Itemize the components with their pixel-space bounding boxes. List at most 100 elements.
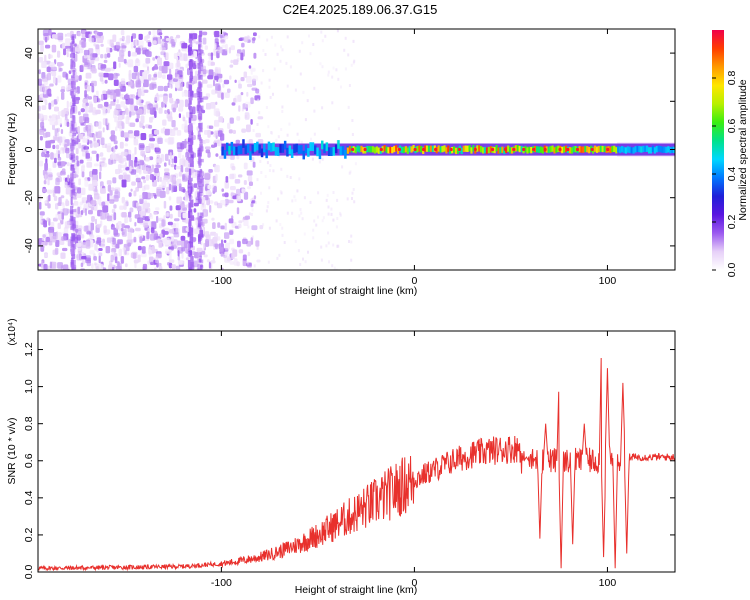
noise-blob xyxy=(213,186,217,193)
noise-blob xyxy=(115,126,118,132)
noise-blob xyxy=(213,79,216,87)
carrier-segment xyxy=(295,143,298,153)
noise-blob xyxy=(48,226,55,233)
noise-blob xyxy=(75,155,79,161)
noise-blob xyxy=(166,186,170,195)
carrier-segment xyxy=(265,149,268,159)
noise-blob xyxy=(122,36,126,40)
noise-blob xyxy=(192,106,196,115)
carrier-segment xyxy=(516,145,519,152)
colorbar-tick-label: 0.8 xyxy=(726,71,738,86)
noise-blob xyxy=(238,79,241,85)
carrier-segment xyxy=(288,145,292,155)
noise-dot xyxy=(268,169,271,172)
noise-blob xyxy=(114,116,119,123)
noise-blob xyxy=(121,151,125,157)
noise-blob xyxy=(107,89,111,94)
noise-blob xyxy=(65,147,70,154)
carrier-segment xyxy=(233,146,236,156)
noise-blob xyxy=(229,117,234,124)
noise-stripe-segment xyxy=(70,64,73,69)
noise-dot xyxy=(286,84,289,88)
noise-blob xyxy=(131,181,136,186)
carrier-segment xyxy=(595,146,599,153)
noise-blob xyxy=(182,212,188,219)
noise-dot xyxy=(248,212,251,216)
noise-dot xyxy=(250,212,253,216)
noise-blob xyxy=(87,123,93,129)
noise-dot xyxy=(350,234,353,238)
noise-dot xyxy=(336,244,339,248)
noise-blob xyxy=(250,67,256,72)
noise-blob xyxy=(255,132,261,138)
noise-dot xyxy=(321,65,324,69)
noise-blob xyxy=(221,239,224,248)
noise-blob xyxy=(225,242,230,250)
noise-stripe-segment xyxy=(197,197,201,204)
noise-blob xyxy=(66,150,70,159)
noise-blob xyxy=(154,129,160,135)
noise-blob xyxy=(208,169,213,173)
noise-stripe-segment xyxy=(71,94,74,98)
noise-blob xyxy=(98,263,103,270)
noise-blob xyxy=(121,196,125,204)
noise-blob xyxy=(243,219,249,226)
noise-blob xyxy=(99,136,104,145)
noise-stripe-segment xyxy=(190,140,194,145)
noise-blob xyxy=(163,127,166,132)
noise-blob xyxy=(225,198,229,206)
noise-blob xyxy=(98,72,104,77)
noise-blob xyxy=(99,152,104,157)
noise-blob xyxy=(224,35,229,40)
noise-dot xyxy=(339,211,342,215)
carrier-segment xyxy=(613,145,616,152)
noise-blob xyxy=(127,242,131,247)
noise-blob xyxy=(223,79,230,85)
noise-blob xyxy=(91,68,97,74)
noise-blob xyxy=(149,116,153,123)
noise-blob xyxy=(94,243,98,251)
noise-blob xyxy=(222,83,225,88)
noise-blob xyxy=(105,246,111,254)
noise-dot xyxy=(346,197,349,201)
noise-blob xyxy=(52,124,55,131)
noise-blob xyxy=(135,118,139,123)
noise-blob xyxy=(241,42,245,48)
noise-blob xyxy=(165,250,171,255)
noise-blob xyxy=(124,250,127,255)
noise-blob xyxy=(53,76,57,84)
carrier-segment xyxy=(424,145,427,152)
noise-blob xyxy=(250,119,253,125)
noise-blob xyxy=(92,107,96,114)
noise-blob xyxy=(214,75,219,81)
noise-blob xyxy=(57,262,63,269)
noise-dot xyxy=(352,39,355,43)
noise-dot xyxy=(304,118,307,122)
noise-blob xyxy=(184,99,189,108)
carrier-segment xyxy=(642,145,645,153)
noise-blob xyxy=(86,161,93,168)
noise-blob xyxy=(175,228,180,233)
carrier-segment xyxy=(462,145,465,152)
carrier-peak xyxy=(379,147,383,152)
noise-blob xyxy=(154,64,158,68)
noise-blob xyxy=(150,221,157,230)
carrier-segment xyxy=(615,147,618,154)
noise-blob xyxy=(184,120,188,128)
noise-blob xyxy=(176,59,180,68)
noise-blob xyxy=(155,135,162,142)
noise-blob xyxy=(96,153,99,162)
carrier-segment xyxy=(300,145,303,154)
noise-blob xyxy=(91,263,94,269)
carrier-segment xyxy=(272,142,275,152)
noise-dot xyxy=(336,217,339,220)
noise-blob xyxy=(113,212,117,221)
noise-blob xyxy=(66,85,71,91)
noise-stripe-segment xyxy=(190,91,194,98)
noise-blob xyxy=(206,84,213,88)
noise-blob xyxy=(64,45,71,49)
noise-blob xyxy=(59,67,63,72)
noise-blob xyxy=(127,50,131,57)
noise-blob xyxy=(135,47,141,55)
carrier-segment xyxy=(393,145,396,153)
